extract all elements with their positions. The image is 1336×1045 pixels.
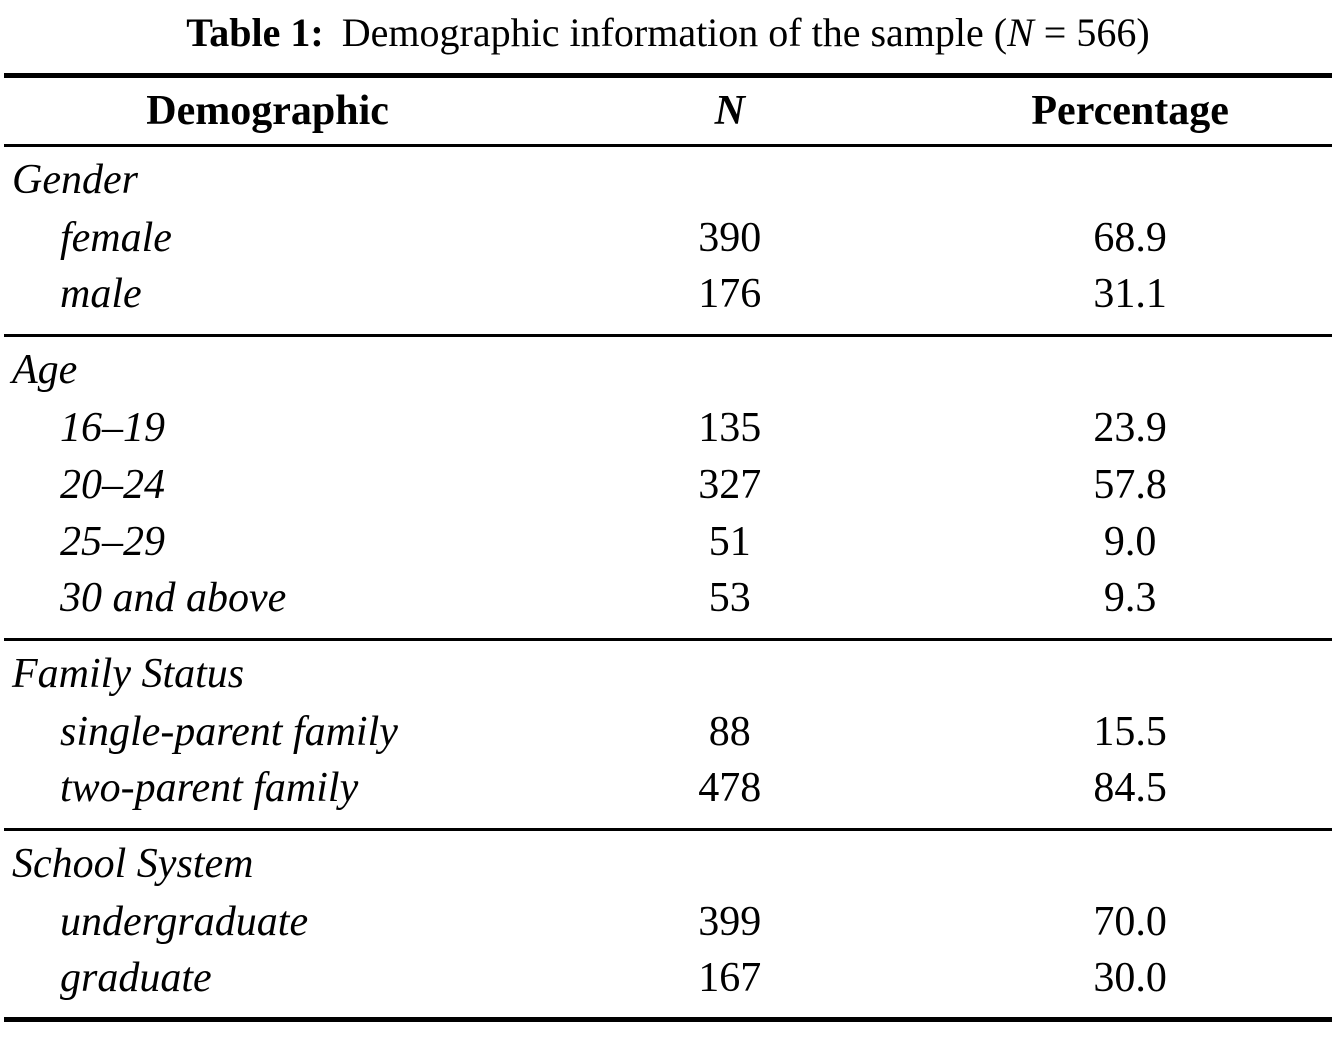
row-n-value: 88 xyxy=(708,709,751,755)
col-header-demographic: Demographic xyxy=(146,88,389,134)
row-n-value: 51 xyxy=(708,519,751,565)
col-header-n: N xyxy=(714,88,745,134)
section-header-age: Age xyxy=(4,335,1332,400)
table-row-male: male 176 31.1 xyxy=(4,267,1332,336)
row-label: 16–19 xyxy=(60,405,165,451)
demographics-table: Demographic N Percentage Gender female 3… xyxy=(4,73,1332,1022)
table-caption-sample-size: = 566) xyxy=(1033,10,1150,55)
row-n-value: 167 xyxy=(698,954,762,1001)
table-caption-number: Table 1: xyxy=(186,10,324,55)
section-header-family-status: Family Status xyxy=(4,639,1332,704)
row-pct-value: 70.0 xyxy=(1093,899,1167,945)
col-header-percentage: Percentage xyxy=(1031,88,1229,134)
table-row-20-24: 20–24 327 57.8 xyxy=(4,457,1332,514)
section-label: Gender xyxy=(12,156,138,203)
table-row-undergraduate: undergraduate 399 70.0 xyxy=(4,894,1332,951)
section-header-school-system: School System xyxy=(4,829,1332,894)
row-n-value: 135 xyxy=(698,405,762,451)
row-label: 20–24 xyxy=(60,462,165,508)
row-pct-value: 84.5 xyxy=(1093,765,1167,812)
row-label: male xyxy=(60,271,142,318)
row-pct-value: 23.9 xyxy=(1093,405,1167,451)
row-label: two-parent family xyxy=(60,765,359,812)
table-row-female: female 390 68.9 xyxy=(4,210,1332,267)
row-pct-value: 9.3 xyxy=(1103,575,1157,622)
section-label: School System xyxy=(12,840,254,887)
row-pct-value: 31.1 xyxy=(1093,271,1167,318)
row-label: 30 and above xyxy=(60,575,287,622)
row-n-value: 176 xyxy=(698,271,762,318)
table-caption-text: Demographic information of the sample ( xyxy=(341,10,1008,55)
row-pct-value: 68.9 xyxy=(1093,215,1167,261)
table-row-16-19: 16–19 135 23.9 xyxy=(4,400,1332,457)
row-label: graduate xyxy=(60,954,212,1001)
row-label: 25–29 xyxy=(60,519,165,565)
table-row-25-29: 25–29 51 9.0 xyxy=(4,514,1332,571)
table-row-single-parent: single-parent family 88 15.5 xyxy=(4,704,1332,761)
table-row-two-parent: two-parent family 478 84.5 xyxy=(4,761,1332,830)
table-caption: Table 1: Demographic information of the s… xyxy=(0,0,1336,58)
row-n-value: 399 xyxy=(698,899,762,945)
section-header-gender: Gender xyxy=(4,145,1332,210)
table-row-graduate: graduate 167 30.0 xyxy=(4,951,1332,1020)
table-row-30-and-above: 30 and above 53 9.3 xyxy=(4,571,1332,640)
row-pct-value: 9.0 xyxy=(1103,519,1157,565)
row-pct-value: 15.5 xyxy=(1093,709,1167,755)
row-pct-value: 30.0 xyxy=(1093,954,1167,1001)
row-n-value: 390 xyxy=(698,215,762,261)
row-n-value: 327 xyxy=(698,462,762,508)
section-label: Age xyxy=(12,346,78,393)
row-n-value: 478 xyxy=(698,765,762,812)
header-row: Demographic N Percentage xyxy=(4,76,1332,146)
row-label: single-parent family xyxy=(60,709,398,755)
row-label: undergraduate xyxy=(60,899,309,945)
row-n-value: 53 xyxy=(708,575,751,622)
row-label: female xyxy=(60,215,172,261)
table-caption-n-symbol: N xyxy=(1007,10,1034,55)
row-pct-value: 57.8 xyxy=(1093,462,1167,508)
section-label: Family Status xyxy=(12,650,245,697)
